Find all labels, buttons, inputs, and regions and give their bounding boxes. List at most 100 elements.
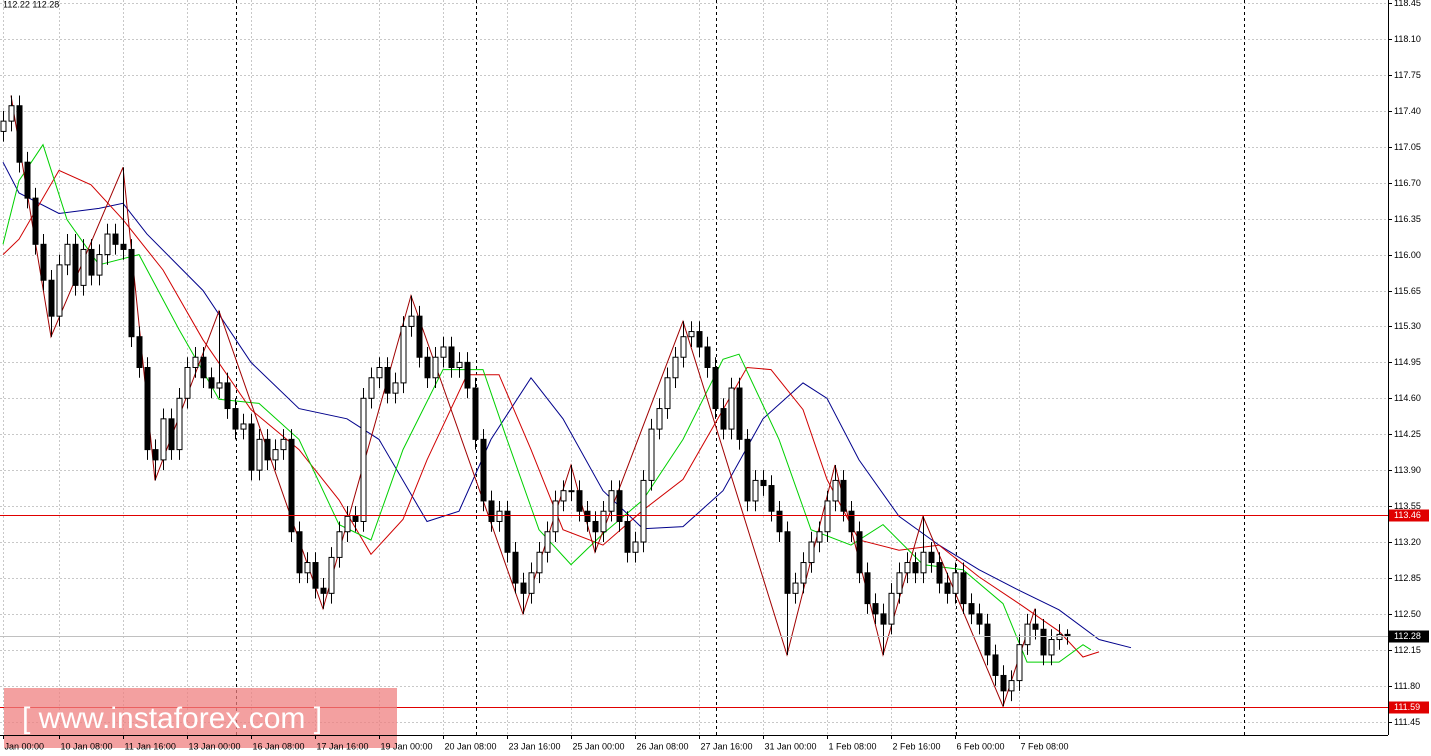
watermark: [ www.instaforex.com ] xyxy=(4,688,397,748)
candle-body xyxy=(640,479,647,543)
candle-body xyxy=(192,356,199,369)
candle-body xyxy=(232,408,239,430)
x-tick-label: 7 Feb 08:00 xyxy=(1021,741,1069,751)
indicator-line xyxy=(2,143,1092,663)
candle-body xyxy=(760,479,767,487)
x-tick-label: 26 Jan 08:00 xyxy=(637,741,689,751)
candle-body xyxy=(840,479,847,512)
candle-body xyxy=(440,346,447,358)
x-tick-label: 23 Jan 16:00 xyxy=(509,741,561,751)
candle-body xyxy=(544,531,551,553)
candle-body xyxy=(992,654,999,676)
candle-body xyxy=(784,531,791,594)
candle-body xyxy=(368,377,375,399)
candle-body xyxy=(880,613,887,625)
y-tick-label: 118.10 xyxy=(1394,34,1421,44)
candle-body xyxy=(72,243,79,286)
candle-body xyxy=(1016,644,1023,682)
candle-body xyxy=(616,490,623,522)
y-tick-label: 113.90 xyxy=(1394,465,1421,475)
candle-body xyxy=(912,562,919,574)
x-tick-label: 20 Jan 08:00 xyxy=(445,741,497,751)
candle-body xyxy=(872,603,879,615)
candle-body xyxy=(624,520,631,553)
candle-body xyxy=(96,254,103,276)
candle-body xyxy=(472,387,479,440)
candle-body xyxy=(936,562,943,584)
candle-body xyxy=(856,531,863,574)
y-tick-label: 114.60 xyxy=(1394,393,1421,403)
y-tick-label: 112.50 xyxy=(1394,609,1421,619)
candle-body xyxy=(48,279,55,317)
x-tick-label: 11 Jan 16:00 xyxy=(125,741,176,751)
candle-body xyxy=(512,551,519,584)
candle-body xyxy=(952,572,959,594)
y-tick-label: 113.55 xyxy=(1394,501,1421,511)
candle-body xyxy=(352,515,359,522)
candle-body xyxy=(200,356,207,379)
y-tick-label: 113.20 xyxy=(1394,537,1421,547)
candle-body xyxy=(1048,639,1055,656)
candle-body xyxy=(432,356,439,379)
x-tick-label: 27 Jan 16:00 xyxy=(701,741,753,751)
y-tick-label: 116.00 xyxy=(1394,250,1421,260)
candle-body xyxy=(8,105,15,122)
candle-body xyxy=(720,408,727,430)
candle-body xyxy=(864,572,871,605)
candle-body xyxy=(400,325,407,384)
candle-body xyxy=(504,510,511,553)
level-label-box xyxy=(1389,701,1429,714)
candle-body xyxy=(896,572,903,594)
candle-body xyxy=(744,438,751,502)
y-tick-label: 111.45 xyxy=(1394,717,1420,727)
candle-body xyxy=(528,572,535,594)
candle-body xyxy=(272,449,279,461)
candle-body xyxy=(376,367,383,379)
candle-body xyxy=(960,572,967,605)
candle-body xyxy=(360,397,367,522)
candle-body xyxy=(728,387,735,430)
y-tick-label: 117.05 xyxy=(1394,142,1421,152)
axes: 118.45 118.10 117.75 117.40 117.05 116.70 116.… xyxy=(3,0,1429,751)
candle-body xyxy=(280,438,287,451)
candle-body xyxy=(424,356,431,379)
candle-body xyxy=(328,556,335,594)
candle-body xyxy=(672,356,679,379)
candle-body xyxy=(664,377,671,410)
candle-body xyxy=(736,387,743,440)
period-separators xyxy=(236,0,1245,735)
plot xyxy=(0,95,1388,708)
candle-body xyxy=(336,531,343,558)
candle-body xyxy=(248,423,255,471)
candle-body xyxy=(296,531,303,574)
candle-body xyxy=(688,331,695,338)
candle-body xyxy=(768,485,775,512)
candle-body xyxy=(256,438,263,471)
level-label: 112.28 xyxy=(1394,631,1421,641)
candle-body xyxy=(24,161,31,199)
candle-body xyxy=(32,197,39,245)
candle-body xyxy=(208,377,215,389)
candle-body xyxy=(888,592,895,625)
candle-body xyxy=(168,418,175,451)
candle-body xyxy=(920,551,927,574)
candle-body xyxy=(240,423,247,430)
y-tick-label: 115.30 xyxy=(1394,321,1421,331)
candle-body xyxy=(120,243,127,250)
candle-body xyxy=(344,515,351,533)
candle-body xyxy=(1000,674,1007,692)
candle-body xyxy=(776,510,783,533)
candle-body xyxy=(320,587,327,594)
candle-body xyxy=(264,438,271,461)
candle-body xyxy=(904,562,911,574)
candle-body xyxy=(800,562,807,584)
candle-body xyxy=(696,331,703,348)
indicator-line xyxy=(10,95,1036,708)
candle-body xyxy=(584,510,591,522)
candle-body xyxy=(152,449,159,461)
candle-body xyxy=(792,582,799,594)
candle-body xyxy=(1008,680,1015,692)
candle-body xyxy=(392,382,399,394)
candle-body xyxy=(480,438,487,502)
candle-body xyxy=(608,490,615,512)
